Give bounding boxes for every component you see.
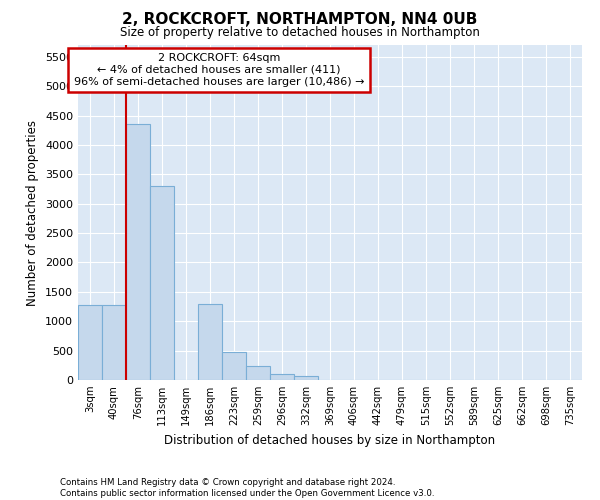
Bar	[150, 186, 174, 380]
Text: Contains HM Land Registry data © Crown copyright and database right 2024.
Contai: Contains HM Land Registry data © Crown c…	[60, 478, 434, 498]
Bar	[102, 306, 126, 380]
Bar	[198, 304, 222, 380]
X-axis label: Distribution of detached houses by size in Northampton: Distribution of detached houses by size …	[164, 434, 496, 446]
Text: Size of property relative to detached houses in Northampton: Size of property relative to detached ho…	[120, 26, 480, 39]
Bar	[222, 352, 246, 380]
Bar	[78, 306, 102, 380]
Text: 2 ROCKCROFT: 64sqm
← 4% of detached houses are smaller (411)
96% of semi-detache: 2 ROCKCROFT: 64sqm ← 4% of detached hous…	[74, 54, 364, 86]
Bar	[126, 124, 150, 380]
Y-axis label: Number of detached properties: Number of detached properties	[26, 120, 40, 306]
Text: 2, ROCKCROFT, NORTHAMPTON, NN4 0UB: 2, ROCKCROFT, NORTHAMPTON, NN4 0UB	[122, 12, 478, 28]
Bar	[246, 366, 270, 380]
Bar	[270, 374, 294, 380]
Bar	[294, 376, 318, 380]
